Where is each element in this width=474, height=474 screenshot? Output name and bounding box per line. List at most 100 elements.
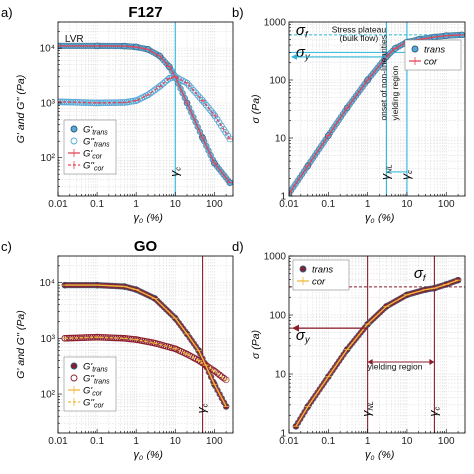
ytick-label: 10 xyxy=(275,134,287,145)
xtick-label: 0.01 xyxy=(279,436,299,447)
ytick-label: 10² xyxy=(41,153,56,164)
ytick-label: 10⁴ xyxy=(40,278,55,289)
marker xyxy=(76,99,83,106)
panel-title: F127 xyxy=(128,4,162,21)
panel-label: d) xyxy=(232,239,244,254)
legend-label: trans xyxy=(424,45,445,56)
marker xyxy=(220,125,227,133)
panel-title: GO xyxy=(134,238,158,255)
legend-label: G'cor xyxy=(83,386,103,398)
xtick-label: 10 xyxy=(170,436,182,447)
marker xyxy=(67,334,75,342)
marker xyxy=(106,99,113,107)
marker xyxy=(211,112,219,120)
annotation-symbol: σy xyxy=(296,327,311,345)
marker xyxy=(83,334,90,341)
panel-a: 0.01 0.1 1 10 100 10² 10³ 10⁴ γ0 (%) G' and G'' (… xyxy=(1,4,234,225)
series-G'cor xyxy=(58,45,231,184)
annotation-symbol: γc xyxy=(399,170,414,180)
panel-c: 0.01 0.1 1 10 100 10² 10³ 10⁴ γ0 (%) G' and G'' (… xyxy=(1,238,234,462)
legend-label: G''cor xyxy=(83,161,104,173)
panel-label: b) xyxy=(232,5,244,20)
y-axis-label: σ (Pa) xyxy=(250,330,262,359)
annotation-text: yielding region xyxy=(368,361,423,371)
ytick-label: 100 xyxy=(269,76,286,87)
arrow-head xyxy=(291,53,297,60)
ticks xyxy=(288,21,466,197)
ytick-label: 1000 xyxy=(264,18,287,29)
ytick-label: 10² xyxy=(41,390,56,401)
ytick-label: 10³ xyxy=(41,334,56,345)
xtick-label: 100 xyxy=(206,199,223,210)
ytick-label: 100 xyxy=(269,311,286,322)
legend-label: G'trans xyxy=(83,362,108,374)
annotations: σf Stress plateau(bulk flow) σy onset of no… xyxy=(291,22,414,180)
panel-label: a) xyxy=(1,5,13,20)
legend-label: G''trans xyxy=(83,374,110,386)
ticks xyxy=(288,255,466,434)
xtick-label: 10 xyxy=(401,199,413,210)
annotation-symbol: γc xyxy=(195,403,210,413)
annotation-text: yielding region xyxy=(390,65,400,120)
y-axis-label: σ (Pa) xyxy=(250,94,262,123)
legend-label: cor xyxy=(424,57,438,68)
y-axis-label: G' and G'' (Pa) xyxy=(15,75,27,143)
legend-label: G'cor xyxy=(83,149,103,161)
marker xyxy=(215,119,223,126)
ytick-label: 1000 xyxy=(264,252,287,263)
xtick-label: 0.1 xyxy=(90,199,104,210)
axes-frame xyxy=(57,255,234,434)
marker xyxy=(147,89,154,97)
arrow-head xyxy=(292,324,299,332)
xtick-label: 1 xyxy=(133,436,139,447)
xtick-label: 1 xyxy=(365,199,371,210)
series-trans xyxy=(292,276,462,430)
xtick-label: 0.01 xyxy=(48,199,68,210)
annotation-symbol: γNL xyxy=(360,401,375,417)
x-axis-label: γ0 xyxy=(134,449,144,462)
legend-marker xyxy=(411,45,419,53)
xtick-label: 10 xyxy=(401,436,413,447)
ytick-label: 1 xyxy=(280,429,286,440)
marker xyxy=(212,368,219,376)
xtick-label: 0.1 xyxy=(321,436,335,447)
x-axis-label-unit: (%) xyxy=(378,212,394,224)
axes-frame xyxy=(57,21,234,197)
series-group xyxy=(61,281,230,410)
xtick-label: 1 xyxy=(365,436,371,447)
x-axis-label: γ0 xyxy=(365,449,375,462)
panel-b: 0.01 0.1 1 10 100 1 10 100 1000 γ0 (%) σ (Pa) b) σf S… xyxy=(232,5,466,225)
legend-marker xyxy=(299,265,307,273)
legend-label: G''trans xyxy=(83,137,110,149)
annotation-symbol: γc xyxy=(426,407,441,417)
legend-marker xyxy=(70,374,78,382)
ytick-label: 10 xyxy=(275,370,287,381)
annotation-text: (bulk flow) xyxy=(340,33,379,43)
ticks xyxy=(57,21,234,197)
series-G''cor xyxy=(58,76,231,140)
marker xyxy=(128,335,135,343)
ticks xyxy=(57,255,234,434)
x-axis-label: γ0 xyxy=(365,212,375,225)
legend-marker xyxy=(70,125,78,133)
grid-lines xyxy=(288,21,466,197)
legend-label: G'trans xyxy=(83,125,108,137)
annotation-symbol: γc xyxy=(167,167,182,177)
x-axis-label-unit: (%) xyxy=(378,449,394,461)
arrow-head xyxy=(367,358,373,365)
axes-frame xyxy=(288,255,466,434)
marker xyxy=(61,98,68,106)
marker xyxy=(151,86,159,94)
legend-box xyxy=(292,259,350,291)
series-group xyxy=(58,42,233,186)
y-axis-label: G' and G'' (Pa) xyxy=(15,310,27,378)
marker xyxy=(149,88,156,95)
annotations: σf σy yielding region γNL γc xyxy=(292,265,442,417)
xtick-label: 0.01 xyxy=(279,199,299,210)
